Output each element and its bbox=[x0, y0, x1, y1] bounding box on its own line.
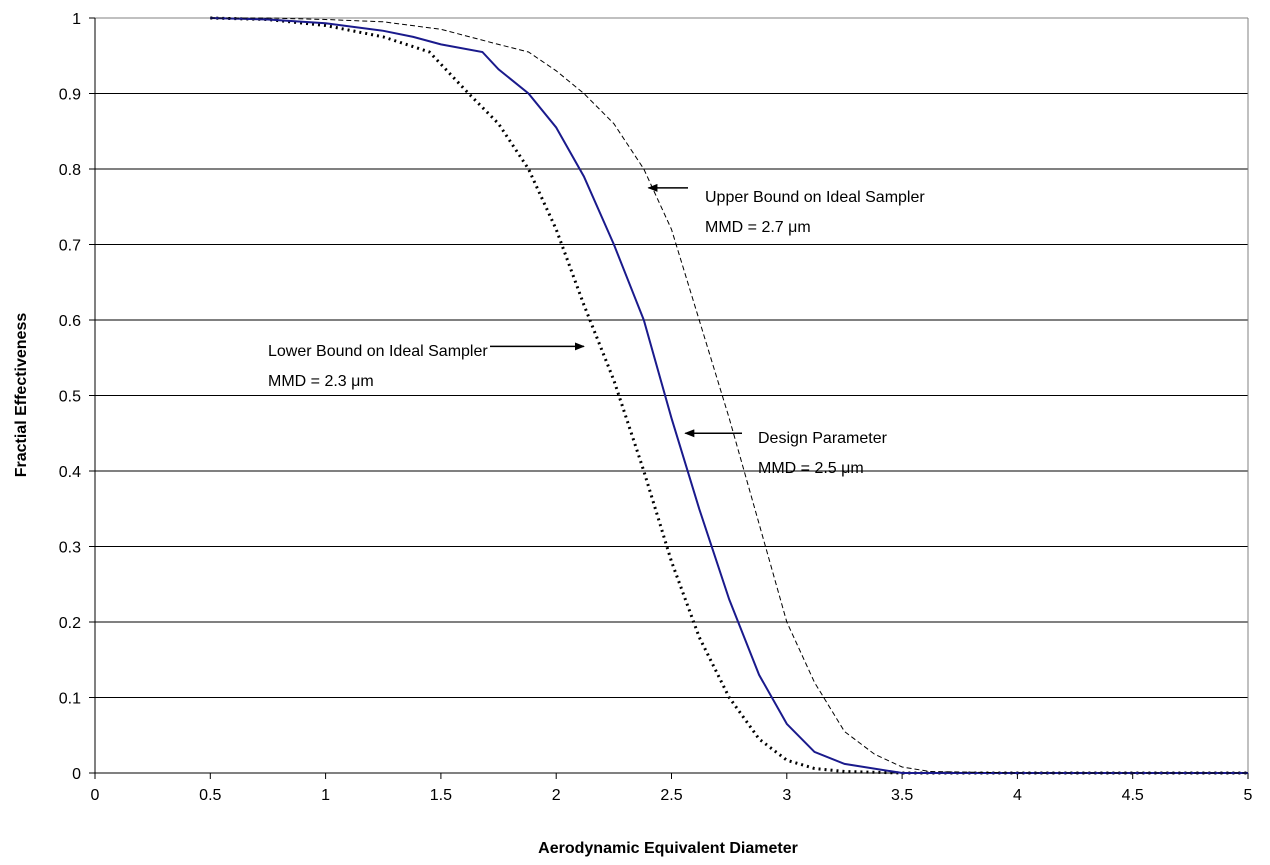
x-tick-label: 4.5 bbox=[1122, 787, 1144, 804]
x-tick-label: 0 bbox=[91, 787, 100, 804]
annotation-mmd: MMD = 2.5 μm bbox=[758, 460, 864, 477]
series-lines bbox=[210, 16, 1248, 775]
y-tick-label: 0.1 bbox=[59, 691, 81, 708]
x-tick-label: 2 bbox=[552, 787, 561, 804]
x-tick-label: 3.5 bbox=[891, 787, 913, 804]
series-line-dashed bbox=[210, 17, 1248, 774]
x-tick-label: 4 bbox=[1013, 787, 1022, 804]
y-tick-label: 1 bbox=[72, 11, 81, 28]
annotations: Upper Bound on Ideal Sampler MMD = 2.7 μm… bbox=[268, 183, 925, 477]
annotation-title: Design Parameter bbox=[758, 430, 888, 447]
y-tick-label: 0.8 bbox=[59, 162, 81, 179]
y-tick-label: 0.4 bbox=[59, 464, 81, 481]
y-tick-label: 0 bbox=[72, 766, 81, 783]
annotation-mmd: MMD = 2.7 μm bbox=[705, 219, 811, 236]
y-tick-label: 0.3 bbox=[59, 540, 81, 557]
x-tick-label: 1.5 bbox=[430, 787, 452, 804]
series-line-solid bbox=[210, 17, 1248, 774]
y-tick-label: 0.5 bbox=[59, 389, 81, 406]
annotation-title: Upper Bound on Ideal Sampler bbox=[705, 189, 925, 206]
y-tick-label: 0.2 bbox=[59, 615, 81, 632]
annotation-title: Lower Bound on Ideal Sampler bbox=[268, 343, 488, 360]
y-tick-label: 0.6 bbox=[59, 313, 81, 330]
x-tick-label: 0.5 bbox=[199, 787, 221, 804]
x-tick-label: 3 bbox=[782, 787, 791, 804]
series-line-dotted bbox=[210, 16, 1248, 775]
x-axis-title: Aerodynamic Equivalent Diameter bbox=[538, 840, 798, 857]
y-axis-title: Fractial Effectiveness bbox=[13, 313, 30, 478]
annotation-mmd: MMD = 2.3 μm bbox=[268, 373, 374, 390]
x-tick-label: 5 bbox=[1244, 787, 1253, 804]
axes: 0 0.1 0.2 0.3 0.4 0.5 0.6 0.7 0.8 0.9 1 0 0.5 1 1.5 2 2.… bbox=[59, 11, 1253, 804]
y-tick-label: 0.7 bbox=[59, 238, 81, 255]
x-tick-label: 1 bbox=[321, 787, 330, 804]
y-tick-label: 0.9 bbox=[59, 87, 81, 104]
x-tick-label: 2.5 bbox=[660, 787, 682, 804]
